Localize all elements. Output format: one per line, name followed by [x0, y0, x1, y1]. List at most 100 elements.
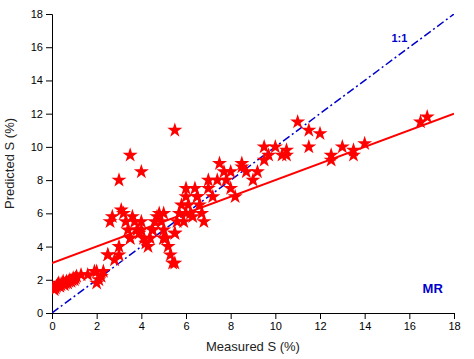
point	[116, 205, 131, 219]
point	[223, 164, 238, 178]
point	[156, 230, 171, 244]
x-tick-label: 16	[404, 320, 416, 332]
point	[194, 205, 209, 219]
y-tick: 0	[37, 307, 52, 319]
x-tick-label: 6	[183, 320, 189, 332]
point	[134, 164, 149, 178]
x-axis-line	[53, 314, 455, 320]
x-tick-mark	[186, 313, 187, 319]
x-tick-mark	[409, 313, 410, 319]
y-tick-mark	[46, 114, 52, 115]
x-tick-label: 8	[228, 320, 234, 332]
y-tick-label: 6	[37, 207, 43, 219]
point	[167, 122, 182, 136]
point	[250, 164, 265, 178]
chart: 024681012141618024681012141618Measured S…	[0, 0, 474, 359]
y-axis: 0 2 4 6 8 10 12 14 16 18	[31, 8, 53, 319]
point	[301, 122, 316, 136]
y-tick: 8	[37, 174, 52, 186]
y-tick-mark	[46, 180, 52, 181]
x-tick: 16	[404, 313, 416, 332]
x-tick: 12	[314, 313, 326, 332]
point	[145, 222, 160, 236]
line	[52, 114, 454, 264]
x-tick-mark	[141, 313, 142, 319]
y-tick-label: 14	[31, 74, 43, 86]
annotation: MR	[423, 281, 444, 296]
point	[257, 152, 272, 166]
y-axis-line	[46, 15, 53, 314]
y-tick-label: 12	[31, 108, 43, 120]
point	[228, 189, 243, 203]
point	[190, 189, 205, 203]
y-tick-label: 2	[37, 274, 43, 286]
plot: 024681012141618024681012141618Measured S…	[2, 8, 461, 354]
point	[156, 230, 171, 244]
x-tick-mark	[320, 313, 321, 319]
y-tick-mark	[46, 47, 52, 48]
point	[268, 139, 283, 153]
point	[205, 189, 220, 203]
y-tick-mark	[46, 80, 52, 81]
point	[178, 181, 193, 195]
x-tick: 4	[139, 313, 145, 332]
x-tick: 18	[448, 313, 460, 332]
x-tick-mark	[454, 313, 455, 319]
x-axis-title: Measured S (%)	[206, 339, 300, 354]
point	[420, 109, 435, 123]
y-tick: 14	[31, 74, 52, 86]
point	[196, 214, 211, 228]
y-tick-label: 8	[37, 174, 43, 186]
point	[190, 189, 205, 203]
point	[301, 139, 316, 153]
y-tick-label: 18	[31, 8, 43, 20]
x-tick: 14	[359, 313, 371, 332]
x-tick-label: 10	[270, 320, 282, 332]
x-tick: 6	[183, 313, 189, 332]
y-tick: 6	[37, 207, 52, 219]
y-tick: 16	[31, 41, 52, 53]
y-axis-title: Predicted S (%)	[2, 118, 17, 209]
y-tick-label: 10	[31, 141, 43, 153]
y-tick-mark	[46, 147, 52, 148]
point	[156, 205, 171, 219]
point	[123, 147, 138, 161]
point	[346, 142, 361, 156]
x-tick-label: 14	[359, 320, 371, 332]
y-tick: 10	[31, 141, 52, 153]
point	[89, 264, 104, 278]
point	[111, 172, 126, 186]
data-marks	[52, 14, 454, 313]
x-tick-label: 2	[94, 320, 100, 332]
y-tick: 2	[37, 274, 52, 286]
point	[134, 214, 149, 228]
x-tick: 2	[94, 313, 100, 332]
y-tick-mark	[46, 247, 52, 248]
x-tick: 10	[270, 313, 282, 332]
point	[123, 230, 138, 244]
point	[145, 222, 160, 236]
point	[335, 139, 350, 153]
y-tick: 12	[31, 108, 52, 120]
x-tick-label: 18	[448, 320, 460, 332]
point	[290, 114, 305, 128]
point	[234, 159, 249, 173]
line	[52, 14, 454, 313]
x-tick-mark	[275, 313, 276, 319]
y-tick-label: 16	[31, 41, 43, 53]
point	[167, 225, 182, 239]
point	[279, 147, 294, 161]
point	[201, 172, 216, 186]
y-tick: 18	[31, 8, 52, 20]
x-tick-mark	[365, 313, 366, 319]
x-tick-label: 4	[139, 320, 145, 332]
annotation: 1:1	[391, 32, 407, 44]
y-tick-label: 0	[37, 307, 43, 319]
x-axis: 024681012141618	[49, 313, 460, 332]
y-tick: 4	[37, 241, 52, 253]
y-tick-mark	[46, 280, 52, 281]
x-tick: 8	[228, 313, 234, 332]
x-tick-mark	[231, 313, 232, 319]
x-tick-mark	[97, 313, 98, 319]
y-tick-mark	[46, 14, 52, 15]
